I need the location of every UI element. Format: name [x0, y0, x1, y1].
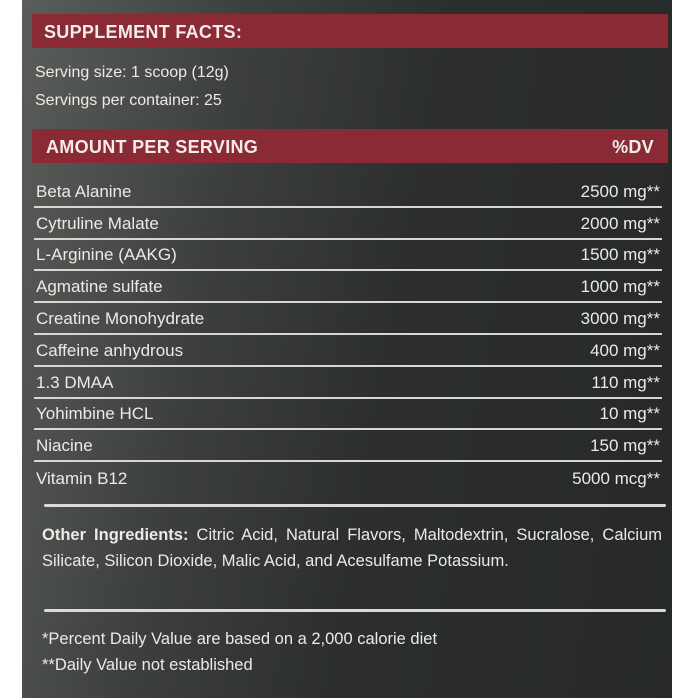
supplement-facts-label: SUPPLEMENT FACTS: Serving size: 1 scoop …: [22, 0, 672, 698]
ingredient-amount: 2000 mg**: [580, 213, 660, 233]
ingredient-row: Beta Alanine 2500 mg**: [34, 176, 662, 208]
footnote-dv: *Percent Daily Value are based on a 2,00…: [42, 630, 438, 648]
ingredient-row: Creatine Monohydrate 3000 mg**: [34, 303, 662, 335]
ingredient-row: 1.3 DMAA 110 mg**: [34, 367, 662, 399]
ingredient-row: L-Arginine (AAKG) 1500 mg**: [34, 240, 662, 272]
ingredient-name: L-Arginine (AAKG): [36, 245, 177, 265]
ingredient-amount: 400 mg**: [590, 340, 660, 360]
ingredient-name: Cytruline Malate: [36, 213, 159, 233]
ingredient-row: Agmatine sulfate 1000 mg**: [34, 271, 662, 304]
ingredient-amount: 10 mg**: [599, 404, 660, 424]
ingredient-name: Agmatine sulfate: [36, 277, 163, 297]
ingredient-name: Niacine: [36, 436, 93, 456]
dv-header: %DV: [612, 137, 654, 157]
ingredient-name: Beta Alanine: [36, 181, 132, 201]
divider: [44, 609, 666, 612]
ingredient-row: Yohimbine HCL 10 mg**: [34, 399, 662, 431]
amount-header-bar: AMOUNT PER SERVING %DV: [32, 129, 668, 163]
ingredient-row: Caffeine anhydrous 400 mg**: [34, 335, 662, 367]
ingredient-name: Creatine Monohydrate: [36, 309, 205, 329]
ingredient-row: Niacine 150 mg**: [34, 430, 662, 463]
ingredient-name: Yohimbine HCL: [36, 404, 154, 424]
ingredient-table: Beta Alanine 2500 mg** Cytruline Malate 200…: [34, 176, 662, 494]
divider: [44, 504, 666, 507]
other-ingredients: Other Ingredients: Citric Acid, Natural …: [42, 522, 662, 574]
amount-header: AMOUNT PER SERVING: [46, 137, 259, 157]
ingredient-amount: 1500 mg**: [580, 245, 660, 265]
ingredient-name: 1.3 DMAA: [36, 372, 114, 392]
ingredient-row: Vitamin B12 5000 mcg**: [34, 462, 662, 494]
ingredient-amount: 1000 mg**: [580, 277, 660, 297]
ingredient-amount: 110 mg**: [591, 372, 660, 392]
other-ingredients-text: Citric Acid, Natural Flavors, Maltodextr…: [42, 526, 663, 570]
ingredient-row: Cytruline Malate 2000 mg**: [34, 208, 662, 240]
serving-size: Serving size: 1 scoop (12g): [35, 64, 229, 81]
servings-per-container: Servings per container: 25: [35, 92, 222, 109]
ingredient-amount: 3000 mg**: [580, 309, 660, 329]
ingredient-name: Caffeine anhydrous: [36, 340, 184, 360]
ingredient-amount: 150 mg**: [590, 436, 660, 456]
footnote-not-established: **Daily Value not established: [42, 656, 253, 674]
ingredient-amount: 5000 mcg**: [572, 469, 660, 489]
other-ingredients-label: Other Ingredients:: [42, 526, 189, 544]
title-bar: SUPPLEMENT FACTS:: [32, 14, 668, 48]
ingredient-name: Vitamin B12: [36, 469, 128, 489]
ingredient-amount: 2500 mg**: [580, 181, 660, 201]
